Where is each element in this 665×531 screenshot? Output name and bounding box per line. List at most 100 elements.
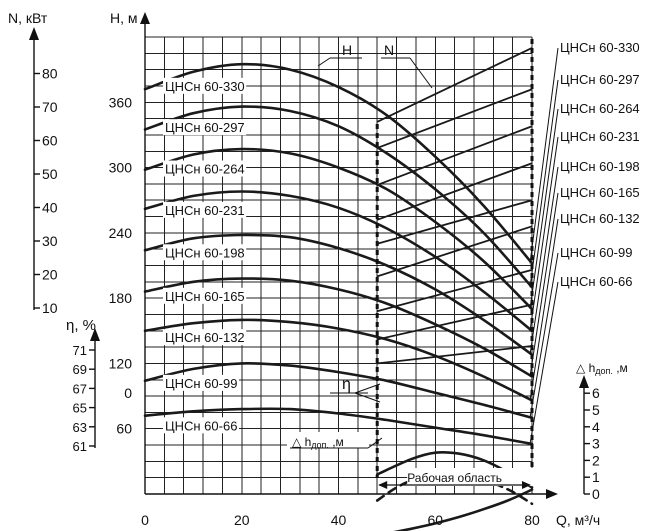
label-n-leader (409, 57, 433, 89)
label-eta-leader (354, 392, 381, 403)
power-line (376, 225, 533, 278)
x-axis-label: Q, м³/ч (556, 512, 600, 528)
y-head-tick-label: 360 (109, 94, 133, 110)
y-npsh-tick-label: 4 (592, 419, 600, 435)
y-head-tick-label: 240 (109, 225, 133, 241)
pump-label-leader (529, 108, 559, 310)
power-line (377, 345, 533, 365)
labels: ЦНСн 60-330 ЦНСн 60-297 ЦНСн 60-264 ЦНСн 60… (163, 40, 640, 450)
x-tick-label: 20 (234, 512, 250, 528)
pump-label-right: ЦНСн 60-132 (560, 211, 640, 226)
series-label-dh: △ hдоп. ,м (292, 435, 344, 450)
pump-label-bg (163, 201, 247, 218)
head-curves (143, 62, 534, 446)
pump-label-leader (529, 79, 559, 288)
y-power-tick-label: 70 (42, 99, 58, 115)
y-axis-power-arrow (29, 27, 39, 40)
pump-label-bg (163, 77, 247, 94)
y-power-tick-label: 80 (42, 66, 58, 82)
pump-label-inner: ЦНСн 60-231 (165, 203, 245, 218)
pump-label-bg (163, 119, 247, 136)
pump-label-right: ЦНСн 60-99 (560, 245, 632, 260)
pump-label-bg (163, 287, 247, 304)
y-power-tick-label: 30 (42, 233, 58, 249)
y-npsh-tick-label: 2 (592, 452, 600, 468)
power-line (376, 162, 533, 221)
y-eff-tick-label: 71 (73, 343, 87, 358)
y-npsh-tick-label: 6 (592, 385, 600, 401)
y-head-tick-label: 180 (109, 290, 133, 306)
pump-label-leader (529, 136, 559, 331)
y-eff-tick-label: 61 (73, 439, 87, 454)
pump-label-inner: ЦНСн 60-198 (165, 245, 245, 260)
y-power-tick-label: 10 (42, 300, 58, 316)
head-curve (143, 277, 534, 378)
pump-label-inner: ЦНСн 60-66 (165, 418, 237, 433)
y-power-tick-label: 20 (42, 267, 58, 283)
x-tick-label: 80 (524, 512, 540, 528)
pump-label-right: ЦНСн 60-297 (560, 72, 640, 87)
power-line (377, 303, 533, 341)
head-curve (143, 190, 534, 333)
series-label-eta: η (342, 376, 351, 393)
pump-label-leader (529, 192, 559, 377)
label-dh-leader (367, 437, 383, 449)
power-line (376, 88, 533, 149)
pump-label-right: ЦНСн 60-66 (560, 274, 632, 289)
x-axis-arrow (546, 489, 558, 499)
working-area-arrow-right (522, 481, 531, 489)
pump-label-leader (529, 281, 559, 444)
y-npsh-tick-label: 5 (592, 402, 600, 418)
power-line (376, 199, 533, 245)
pump-label-right: ЦНСн 60-231 (560, 129, 640, 144)
power-line (376, 125, 533, 186)
y-axis-head-arrow (140, 12, 150, 24)
working-area-label: Рабочая область (407, 471, 502, 485)
pump-label-inner: ЦНСн 60-330 (165, 79, 245, 94)
y-eff-tick-label: 63 (73, 420, 87, 435)
power-line (376, 47, 533, 123)
head-curve (143, 233, 534, 356)
series-label-h: H (342, 42, 352, 58)
npsh-curve (393, 488, 534, 531)
x-tick-label: 60 (427, 512, 443, 528)
power-curves (376, 47, 533, 365)
pump-label-right: ЦНСн 60-264 (560, 101, 640, 116)
y-eff-tick-label: 65 (73, 401, 87, 416)
y-axis-eff-label: η, % (66, 317, 96, 334)
pump-label-bg (163, 244, 247, 261)
working-area-arrow-left (378, 481, 388, 489)
pump-label-inner: ЦНСн 60-99 (165, 376, 237, 391)
y-axis-power-label: N, кВт (8, 10, 48, 26)
y-power-tick-label: 60 (42, 133, 58, 149)
head-curve (143, 318, 534, 402)
pump-label-inner: ЦНСн 60-132 (165, 330, 245, 345)
pump-label-leader (529, 218, 559, 401)
label-dh-bg (287, 432, 369, 448)
y-npsh-tick-label: 3 (592, 436, 600, 452)
y-axis-npsh-label: △ hдоп. ,м (576, 361, 628, 376)
y-eff-tick-label: 67 (73, 381, 87, 396)
head-curve (143, 62, 534, 265)
pump-label-leader (529, 166, 559, 355)
y-npsh-tick-label: 0 (592, 486, 600, 502)
pump-label-inner: ЦНСн 60-165 (165, 289, 245, 304)
pump-label-bg (163, 417, 239, 434)
series-label-n: N (384, 42, 394, 58)
working-area: Рабочая область (375, 39, 553, 489)
head-curve (143, 407, 534, 446)
y-axis-eff-arrow (90, 328, 100, 341)
pump-label-leader (529, 47, 559, 264)
y-power-tick-label: 40 (42, 200, 58, 216)
y-eff-tick-label: 69 (73, 362, 87, 377)
head-curve (143, 147, 534, 311)
pump-label-right: ЦНСн 60-330 (560, 40, 640, 55)
pump-label-right: ЦНСн 60-198 (560, 159, 640, 174)
y-npsh-tick-label: 1 (592, 469, 600, 485)
y-axis-head-label: H, м (110, 10, 138, 26)
y-head-tick-label: 0 (124, 385, 132, 401)
x-tick-label: 40 (331, 512, 347, 528)
